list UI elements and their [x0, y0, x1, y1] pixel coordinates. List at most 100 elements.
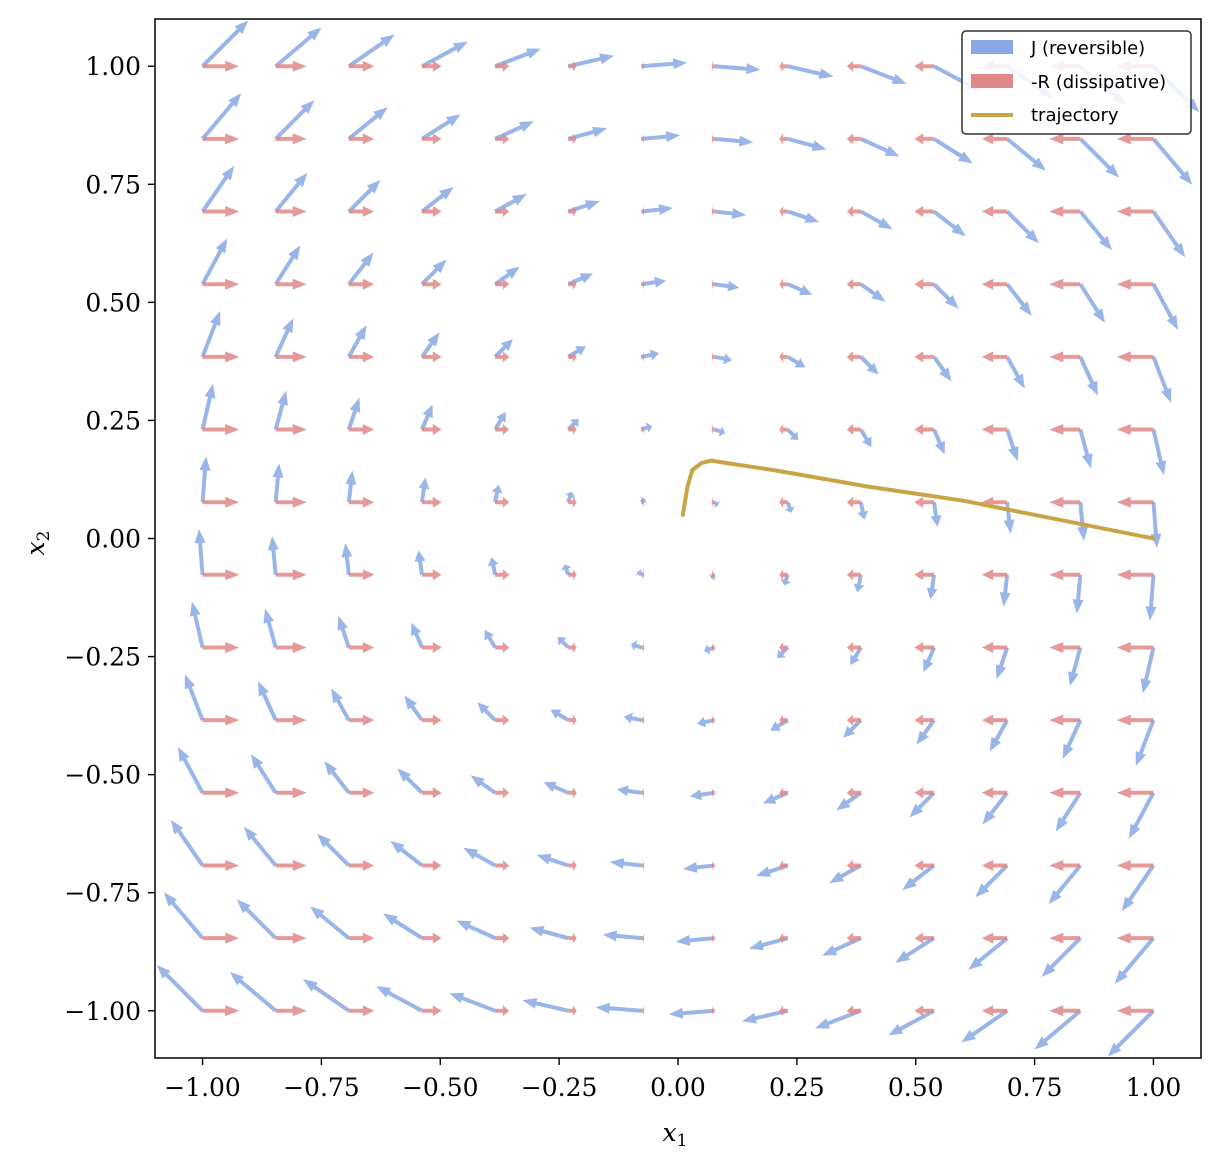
r-arrow: [422, 60, 442, 72]
j-arrow: [345, 470, 357, 503]
j-arrow: [1145, 574, 1157, 621]
legend: J (reversible) -R (dissipative) trajecto…: [961, 30, 1192, 135]
r-arrow: [1116, 714, 1154, 726]
r-arrow: [202, 133, 240, 145]
j-arrow: [200, 238, 228, 286]
r-arrow: [495, 860, 510, 871]
j-arrow: [420, 259, 447, 286]
j-arrow: [850, 646, 863, 666]
r-arrow: [495, 60, 510, 72]
r-arrow: [202, 860, 240, 871]
j-arrow: [1135, 719, 1156, 766]
j-arrow: [463, 847, 497, 868]
r-arrow: [202, 787, 240, 799]
r-arrow: [711, 60, 715, 72]
j-arrow: [1078, 137, 1120, 178]
x-tick-label: −0.50: [402, 1073, 479, 1102]
r-arrow: [981, 642, 1008, 653]
j-arrow: [561, 564, 572, 576]
j-arrow: [1041, 936, 1082, 977]
j-arrow: [494, 266, 520, 286]
r-arrow: [275, 860, 307, 871]
j-arrow: [843, 718, 863, 738]
r-arrow: [422, 714, 442, 726]
j-arrow: [522, 998, 569, 1013]
r-arrow: [779, 642, 788, 653]
j-arrow: [267, 536, 279, 575]
r-arrow: [641, 1005, 645, 1017]
r-arrow: [348, 351, 375, 363]
r-arrow: [422, 424, 442, 435]
j-arrow: [251, 754, 278, 794]
j-arrow: [784, 501, 795, 513]
j-arrow: [895, 936, 936, 963]
j-arrow: [200, 311, 221, 358]
j-arrow: [859, 282, 886, 302]
axis-ticks: −1.00 −0.75 −0.50 −0.25 0.00 0.25 0.50 0.75 1.00…: [64, 52, 1181, 1102]
j-arrow: [641, 131, 681, 143]
j-arrow: [714, 353, 733, 365]
r-arrow: [914, 714, 934, 726]
r-arrow: [981, 424, 1008, 435]
j-arrow: [1121, 864, 1156, 912]
x-tick-label: −0.75: [283, 1073, 360, 1102]
r-arrow: [1049, 860, 1081, 871]
r-arrow: [1116, 932, 1154, 944]
r-arrow: [202, 206, 240, 217]
r-arrow: [495, 206, 510, 217]
y-tick-label: 0.00: [85, 525, 141, 554]
j-arrow: [741, 1008, 789, 1024]
r-arrow: [779, 569, 788, 581]
j-arrow: [641, 276, 667, 288]
r-arrow: [846, 60, 861, 72]
j-arrow: [902, 863, 936, 891]
r-arrow: [568, 351, 577, 363]
r-arrow: [981, 787, 1008, 799]
j-arrow: [550, 709, 570, 722]
j-arrow: [1005, 355, 1025, 389]
j-arrow: [543, 781, 570, 795]
r-arrow: [1116, 787, 1154, 799]
j-arrow: [630, 640, 643, 651]
j-arrow: [713, 426, 726, 437]
j-arrow: [337, 615, 351, 649]
r-arrow: [422, 133, 442, 145]
r-arrow: [641, 714, 645, 726]
r-arrow: [348, 496, 375, 508]
r-arrow: [779, 496, 788, 508]
r-arrow: [641, 569, 645, 581]
r-arrow: [348, 860, 375, 871]
r-arrow: [846, 351, 861, 363]
r-arrow: [348, 714, 375, 726]
j-arrow: [493, 339, 513, 359]
r-arrow: [568, 569, 577, 581]
j-arrow: [177, 747, 205, 794]
j-arrow: [933, 137, 973, 164]
j-arrow: [932, 282, 959, 309]
r-arrow: [1116, 496, 1154, 508]
j-arrow: [273, 390, 288, 430]
r-arrow: [422, 206, 442, 217]
j-arrow: [714, 208, 747, 219]
j-arrow: [1151, 283, 1179, 330]
r-arrow: [275, 569, 307, 581]
r-arrow: [641, 642, 645, 653]
r-arrow: [1116, 642, 1154, 653]
j-arrow: [484, 629, 497, 649]
r-arrow: [568, 496, 577, 508]
r-arrow: [348, 60, 375, 72]
r-arrow: [846, 932, 861, 944]
j-arrow: [595, 1002, 642, 1014]
r-arrow: [348, 642, 375, 653]
r-arrow: [779, 206, 788, 217]
j-arrow: [272, 463, 284, 503]
j-arrow: [493, 411, 506, 431]
j-arrow: [641, 58, 688, 70]
r-arrow: [914, 351, 934, 363]
r-arrow: [711, 351, 715, 363]
j-arrow: [932, 355, 952, 382]
r-arrow: [711, 133, 715, 145]
j-arrow: [635, 569, 644, 577]
j-arrow: [787, 209, 820, 223]
